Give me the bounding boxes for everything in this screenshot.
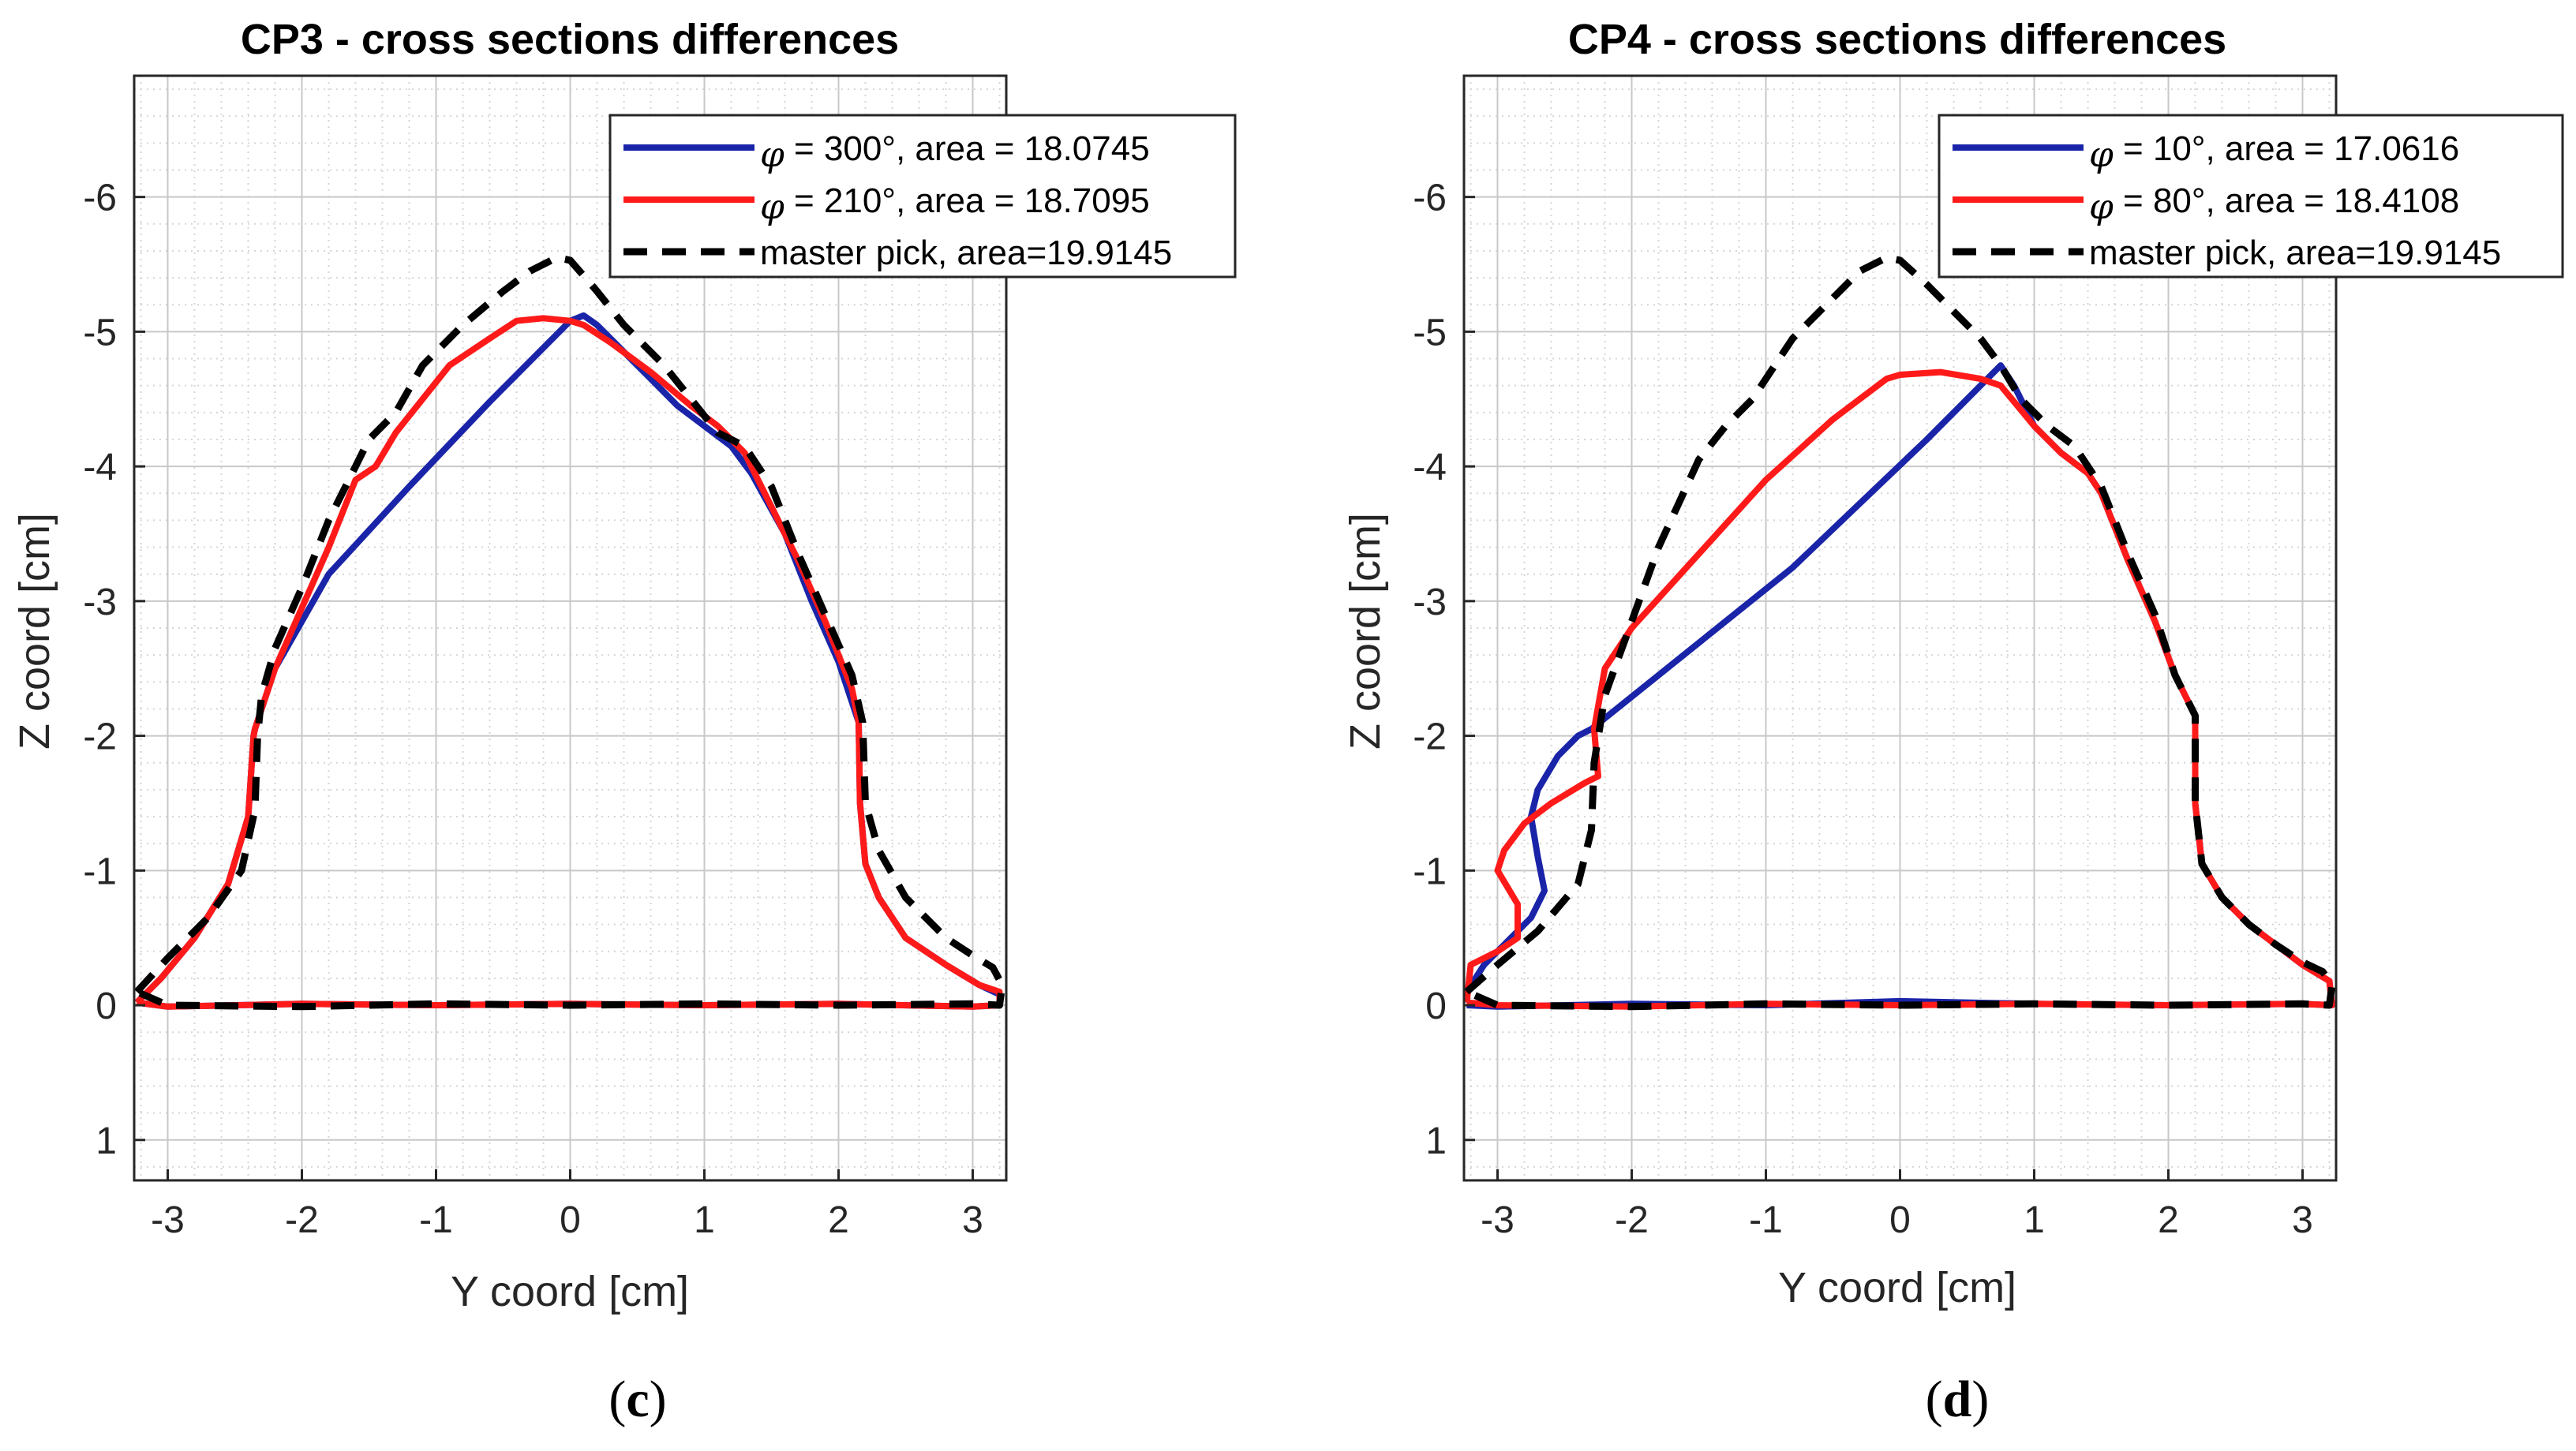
- legend-entry: master pick, area=19.9145: [2089, 234, 2501, 272]
- chart-title-c: CP3 - cross sections differences: [241, 16, 899, 63]
- x-tick-label: -2: [1615, 1199, 1649, 1241]
- legend-entry: φ = 210°, area = 18.7095: [760, 181, 1150, 227]
- x-tick-label: 3: [962, 1199, 983, 1241]
- y-tick-label: -4: [83, 447, 117, 488]
- panel-caption-c: (c): [608, 1371, 666, 1428]
- y-axis-label-d: Z coord [cm]: [1342, 513, 1389, 750]
- x-tick-label: 1: [2024, 1199, 2045, 1241]
- legend-c: φ = 300°, area = 18.0745 φ = 210°, area =…: [608, 114, 1237, 279]
- panel-caption-d: (d): [1926, 1371, 1990, 1428]
- y-tick-label: -2: [1413, 716, 1447, 758]
- y-tick-label: -5: [1413, 312, 1447, 353]
- y-tick-label: -2: [83, 716, 117, 758]
- x-tick-label: -2: [285, 1199, 319, 1241]
- x-tick-label: 0: [1889, 1199, 1911, 1241]
- x-tick-label: -1: [1749, 1199, 1783, 1241]
- x-tick-label: 2: [2158, 1199, 2179, 1241]
- series-line-master-pick: [134, 254, 1006, 1011]
- series-group-c: [134, 254, 1006, 1011]
- y-tick-label: -6: [1413, 178, 1447, 219]
- y-tick-label: -4: [1413, 447, 1447, 488]
- series-line-phi-2: [1464, 368, 2335, 1010]
- series-group-d: [1464, 254, 2336, 1011]
- legend-entry: master pick, area=19.9145: [760, 234, 1172, 272]
- y-tick-label: 0: [95, 985, 117, 1027]
- legend-entry: φ = 80°, area = 18.4108: [2089, 181, 2459, 227]
- panel-d: CP4 - cross sections differences Y coord…: [1342, 16, 2564, 1428]
- y-tick-label: 0: [1425, 985, 1447, 1027]
- y-tick-label: -5: [83, 312, 117, 353]
- y-tick-label: 1: [95, 1120, 117, 1162]
- x-axis-label-d: Y coord [cm]: [1778, 1264, 2016, 1311]
- y-tick-label: -3: [1413, 582, 1447, 623]
- y-tick-label: -1: [1413, 851, 1447, 892]
- y-tick-label: -1: [83, 851, 117, 892]
- legend-entry: φ = 10°, area = 17.0616: [2089, 129, 2459, 175]
- legend-d: φ = 10°, area = 17.0616 φ = 80°, area = 1…: [1938, 114, 2564, 279]
- x-tick-label: 3: [2292, 1199, 2313, 1241]
- x-tick-label: 1: [694, 1199, 715, 1241]
- legend-entry: φ = 300°, area = 18.0745: [760, 129, 1150, 175]
- y-tick-label: 1: [1425, 1120, 1447, 1162]
- chart-title-d: CP4 - cross sections differences: [1568, 16, 2226, 63]
- x-tick-label: -1: [419, 1199, 453, 1241]
- x-tick-label: 0: [560, 1199, 581, 1241]
- y-tick-label: -3: [83, 582, 117, 623]
- y-tick-label: -6: [83, 178, 117, 219]
- y-axis-label-c: Z coord [cm]: [11, 513, 58, 750]
- x-tick-label: -3: [151, 1199, 185, 1241]
- series-line-master-pick: [1464, 254, 2336, 1011]
- x-tick-label: 2: [828, 1199, 849, 1241]
- x-tick-label: -3: [1481, 1199, 1515, 1241]
- x-axis-label-c: Y coord [cm]: [451, 1268, 689, 1315]
- panel-c: CP3 - cross sections differences Y coord…: [11, 16, 1237, 1428]
